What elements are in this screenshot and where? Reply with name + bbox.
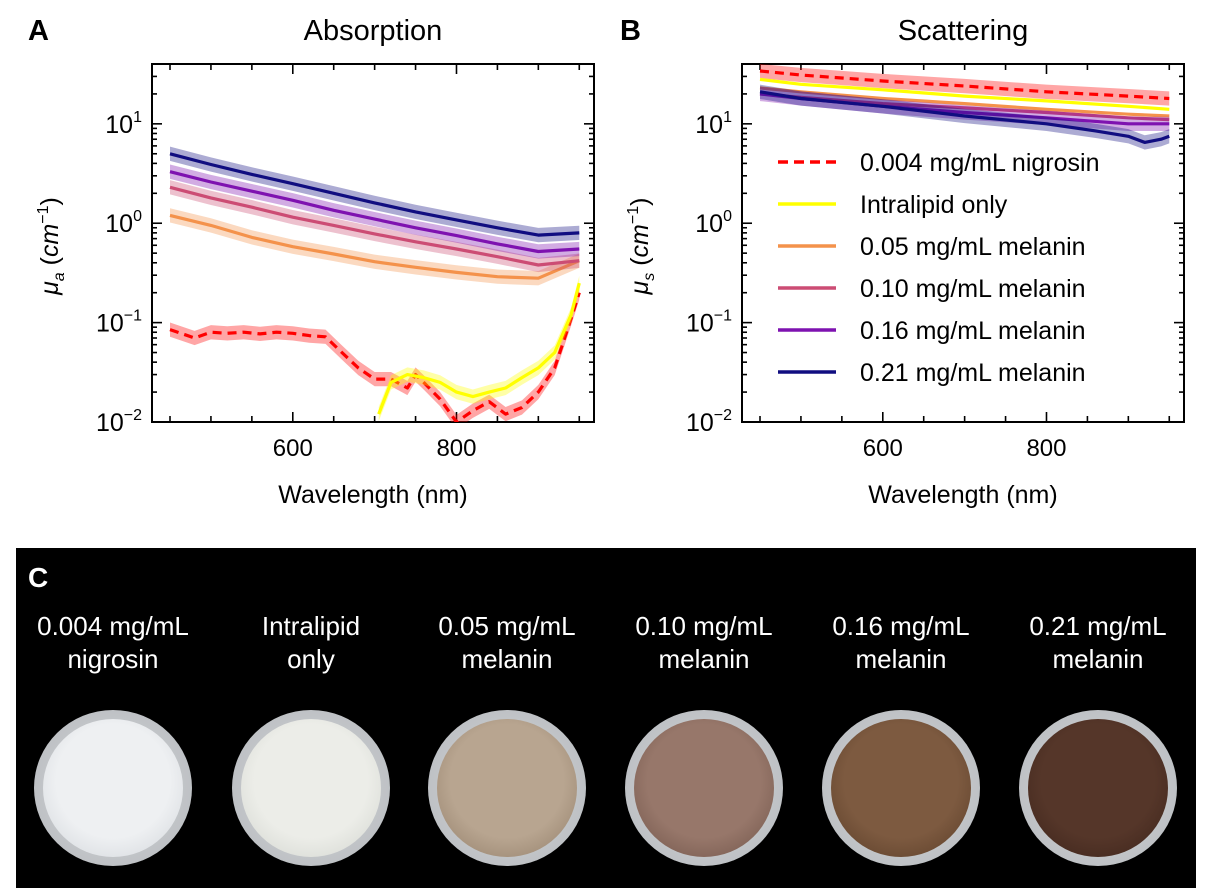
legend-label-0-10-mg-ml-melanin: 0.10 mg/mL melanin [860, 275, 1086, 303]
sample-label-line2: melanin [855, 644, 947, 674]
sample-label-line2: only [287, 644, 335, 674]
scattering-ytick-label: 100 [695, 208, 732, 238]
panel-a-xlabel: Wavelength (nm) [278, 481, 467, 509]
sample-label-line1: 0.05 mg/mL [438, 611, 576, 641]
sample-dish [232, 710, 390, 866]
scattering-series-0-004-mg-ml-nigrosin-band [760, 64, 1170, 106]
absorption-series-0-21-mg-ml-melanin-band [170, 146, 580, 243]
dish-liquid [1028, 719, 1168, 857]
sample-label: 0.10 mg/mL melanin [606, 610, 802, 676]
legend-label-intralipid-only: Intralipid only [860, 191, 1008, 219]
legend-label-0-05-mg-ml-melanin: 0.05 mg/mL melanin [860, 233, 1086, 261]
panel-b-ylabel: μs (cm−1) [625, 198, 658, 296]
legend-label-0-21-mg-ml-melanin: 0.21 mg/mL melanin [860, 359, 1086, 387]
sample-dish [822, 710, 980, 866]
panel-a-title: Absorption [304, 15, 443, 47]
scattering-series-0-05-mg-ml-melanin-line [759, 86, 1170, 118]
figure-canvas: A Absorption Wavelength (nm) μa (cm−1) B… [28, 15, 1185, 509]
absorption-series-0-16-mg-ml-melanin-line [169, 170, 580, 254]
sample-photo-panel: C 0.004 mg/mL nigrosin Intralipid only 0.05 … [16, 548, 1196, 888]
sample-dish [1019, 710, 1177, 866]
panel-b-letter: B [620, 15, 641, 47]
dish-liquid [241, 719, 381, 857]
scattering-series-group [759, 64, 1170, 150]
dish-liquid [831, 719, 971, 857]
absorption-series-0-05-mg-ml-melanin-line [169, 213, 580, 280]
absorption-xtick-label: 600 [273, 435, 313, 462]
sample-label: 0.21 mg/mL melanin [1000, 610, 1196, 676]
sample-label-line2: melanin [461, 644, 553, 674]
absorption-series-intralipid-only-band [378, 275, 580, 422]
absorption-axes-frame [151, 63, 595, 423]
sample-dish [34, 710, 192, 866]
scattering-series-0-21-mg-ml-melanin-line [759, 90, 1170, 144]
scattering-series-intralipid-only-line [759, 77, 1170, 111]
panel-b-xlabel: Wavelength (nm) [868, 481, 1057, 509]
absorption-xtick-label: 800 [436, 435, 476, 462]
absorption-series-0-10-mg-ml-melanin-band [170, 180, 580, 273]
sample-label: 0.05 mg/mL melanin [409, 610, 605, 676]
scattering-xtick-label: 800 [1026, 435, 1066, 462]
panel-a-letter: A [28, 15, 49, 47]
sample-label-line1: 0.10 mg/mL [635, 611, 773, 641]
sample-dish [625, 710, 783, 866]
legend-label-0-16-mg-ml-melanin: 0.16 mg/mL melanin [860, 317, 1086, 345]
sample-label-line2: melanin [1052, 644, 1144, 674]
absorption-series-intralipid-only-line [377, 282, 581, 415]
absorption-series-0-21-mg-ml-melanin-line [169, 152, 580, 237]
scattering-plot: 600 800 10−2 10−1 100 101 0.004 mg/mL nigrosin… [686, 63, 1185, 462]
panel-c-letter: C [28, 562, 49, 593]
scattering-ytick-label: 101 [695, 109, 732, 139]
absorption-plot: 600 800 10−2 10−1 100 101 [96, 63, 595, 462]
absorption-series-0-004-mg-ml-nigrosin-line [169, 292, 581, 422]
panel-a-ylabel: μa (cm−1) [35, 197, 68, 296]
sample-label: Intralipid only [213, 610, 409, 676]
sample-label: 0.16 mg/mL melanin [803, 610, 999, 676]
absorption-series-group [169, 146, 581, 422]
absorption-ytick-label: 101 [105, 109, 142, 139]
dish-liquid [43, 719, 183, 857]
absorption-ytick-label: 10−1 [96, 308, 142, 338]
scattering-ytick-label: 10−1 [686, 308, 732, 338]
panel-b-title: Scattering [898, 15, 1029, 47]
absorption-ytick-label: 10−2 [96, 407, 142, 437]
sample-label-line1: 0.004 mg/mL [37, 611, 189, 641]
absorption-series-0-16-mg-ml-melanin-band [170, 164, 580, 259]
scattering-axes-frame [741, 63, 1185, 423]
sample-label-line1: 0.21 mg/mL [1029, 611, 1167, 641]
sample-label-line1: Intralipid [261, 611, 361, 641]
legend-label-0-004-mg-ml-nigrosin: 0.004 mg/mL nigrosin [860, 149, 1099, 177]
sample-label: 0.004 mg/mL nigrosin [15, 610, 211, 676]
sample-dish [428, 710, 586, 866]
sample-label-line2: melanin [658, 644, 750, 674]
absorption-ytick-label: 100 [105, 208, 142, 238]
scattering-ytick-label: 10−2 [686, 407, 732, 437]
dish-liquid [437, 719, 577, 857]
dish-liquid [634, 719, 774, 857]
sample-label-line2: nigrosin [67, 644, 159, 674]
scattering-xtick-label: 600 [863, 435, 903, 462]
sample-label-line1: 0.16 mg/mL [832, 611, 970, 641]
absorption-series-0-10-mg-ml-melanin-line [169, 185, 580, 267]
